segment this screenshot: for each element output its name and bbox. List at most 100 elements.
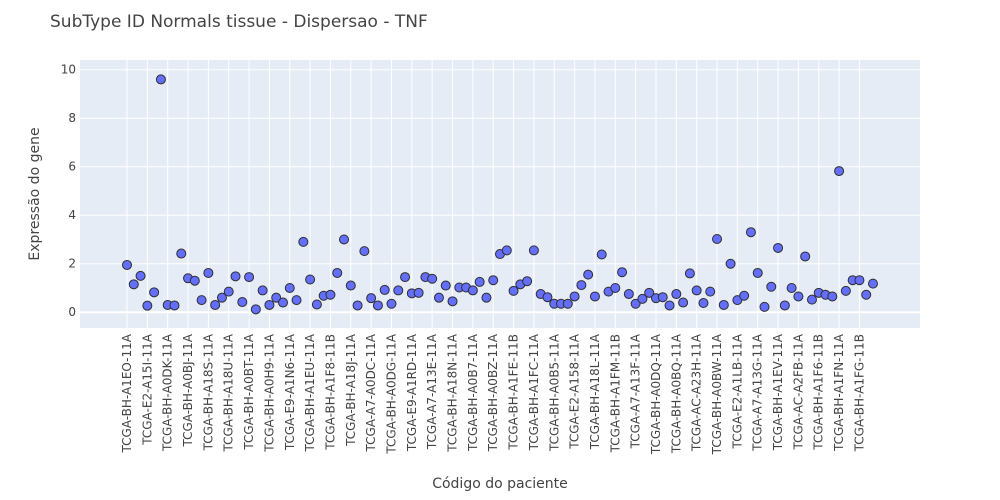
data-point[interactable] — [189, 275, 200, 286]
data-point[interactable] — [610, 282, 621, 293]
data-point[interactable] — [427, 273, 438, 284]
data-point[interactable] — [773, 242, 784, 253]
data-point[interactable] — [257, 285, 268, 296]
data-point[interactable] — [284, 282, 295, 293]
data-point[interactable] — [291, 295, 302, 306]
data-point[interactable] — [576, 280, 587, 291]
data-point[interactable] — [528, 245, 539, 256]
data-point[interactable] — [230, 271, 241, 282]
data-point[interactable] — [786, 282, 797, 293]
data-point[interactable] — [264, 299, 275, 310]
data-point[interactable] — [149, 287, 160, 298]
data-point[interactable] — [393, 285, 404, 296]
data-point[interactable] — [196, 295, 207, 306]
data-point[interactable] — [481, 292, 492, 303]
x-tick-label: TCGA-BH-A1FE-11B — [507, 334, 521, 451]
data-point[interactable] — [298, 236, 309, 247]
data-point[interactable] — [617, 267, 628, 278]
data-point[interactable] — [142, 300, 153, 311]
data-point[interactable] — [806, 294, 817, 305]
data-point[interactable] — [311, 299, 322, 310]
data-point[interactable] — [583, 269, 594, 280]
data-point[interactable] — [352, 300, 363, 311]
data-point[interactable] — [501, 245, 512, 256]
data-point[interactable] — [474, 276, 485, 287]
data-point[interactable] — [277, 297, 288, 308]
data-point[interactable] — [698, 298, 709, 309]
data-point[interactable] — [522, 276, 533, 287]
data-point[interactable] — [345, 280, 356, 291]
data-point[interactable] — [488, 275, 499, 286]
data-point[interactable] — [569, 291, 580, 302]
data-point[interactable] — [372, 300, 383, 311]
data-point[interactable] — [542, 292, 553, 303]
data-point[interactable] — [210, 299, 221, 310]
data-point[interactable] — [678, 297, 689, 308]
data-point[interactable] — [250, 304, 261, 315]
data-point[interactable] — [623, 289, 634, 300]
data-point[interactable] — [433, 292, 444, 303]
data-point[interactable] — [766, 281, 777, 292]
data-point[interactable] — [779, 300, 790, 311]
data-point[interactable] — [305, 274, 316, 285]
data-point[interactable] — [759, 301, 770, 312]
data-point[interactable] — [271, 292, 282, 303]
data-point[interactable] — [400, 272, 411, 283]
data-point[interactable] — [440, 280, 451, 291]
data-point[interactable] — [237, 297, 248, 308]
data-point[interactable] — [827, 291, 838, 302]
data-point[interactable] — [413, 287, 424, 298]
x-tick-label: TCGA-A7-A0DC-11A — [364, 333, 378, 452]
data-point[interactable] — [718, 299, 729, 310]
data-point[interactable] — [128, 279, 139, 290]
data-point[interactable] — [169, 300, 180, 311]
data-point[interactable] — [684, 268, 695, 279]
data-point[interactable] — [793, 291, 804, 302]
x-tick-label: TCGA-BH-A1FG-11B — [852, 334, 866, 452]
data-point[interactable] — [705, 286, 716, 297]
data-point[interactable] — [752, 267, 763, 278]
data-point[interactable] — [854, 275, 865, 286]
data-point[interactable] — [630, 298, 641, 309]
data-point[interactable] — [203, 267, 214, 278]
data-point[interactable] — [359, 246, 370, 257]
data-point[interactable] — [664, 300, 675, 311]
data-point[interactable] — [589, 291, 600, 302]
data-point[interactable] — [691, 285, 702, 296]
data-point[interactable] — [122, 259, 132, 270]
data-point[interactable] — [155, 74, 166, 85]
data-point[interactable] — [379, 284, 390, 295]
data-point[interactable] — [216, 292, 227, 303]
data-point[interactable] — [671, 289, 682, 300]
x-tick-label: TCGA-BH-A0BW-11A — [710, 333, 724, 455]
data-point[interactable] — [366, 293, 377, 304]
data-point[interactable] — [447, 296, 458, 307]
data-point[interactable] — [800, 251, 811, 262]
data-point[interactable] — [644, 287, 655, 298]
x-tick-label: TCGA-BH-A0H9-11A — [262, 333, 276, 453]
data-point[interactable] — [637, 293, 648, 304]
data-point[interactable] — [135, 270, 146, 281]
data-point[interactable] — [176, 248, 187, 259]
data-point[interactable] — [339, 234, 350, 245]
data-point[interactable] — [745, 227, 756, 238]
data-point[interactable] — [739, 290, 750, 301]
data-point[interactable] — [840, 285, 851, 296]
data-point[interactable] — [712, 233, 723, 244]
data-point[interactable] — [386, 298, 397, 309]
data-point[interactable] — [596, 249, 607, 260]
data-point[interactable] — [868, 278, 878, 289]
x-tick-label: TCGA-BH-A1FN-11A — [832, 333, 846, 452]
data-point[interactable] — [725, 258, 736, 269]
data-point[interactable] — [223, 286, 234, 297]
data-point[interactable] — [244, 272, 255, 283]
data-point[interactable] — [325, 289, 336, 300]
data-point[interactable] — [657, 292, 668, 303]
data-point[interactable] — [562, 298, 573, 309]
data-point[interactable] — [467, 285, 478, 296]
data-point[interactable] — [834, 166, 845, 177]
data-point[interactable] — [861, 289, 872, 300]
x-tick-label: TCGA-BH-A0DG-11A — [384, 333, 398, 454]
data-point[interactable] — [332, 267, 343, 278]
data-point[interactable] — [508, 285, 519, 296]
